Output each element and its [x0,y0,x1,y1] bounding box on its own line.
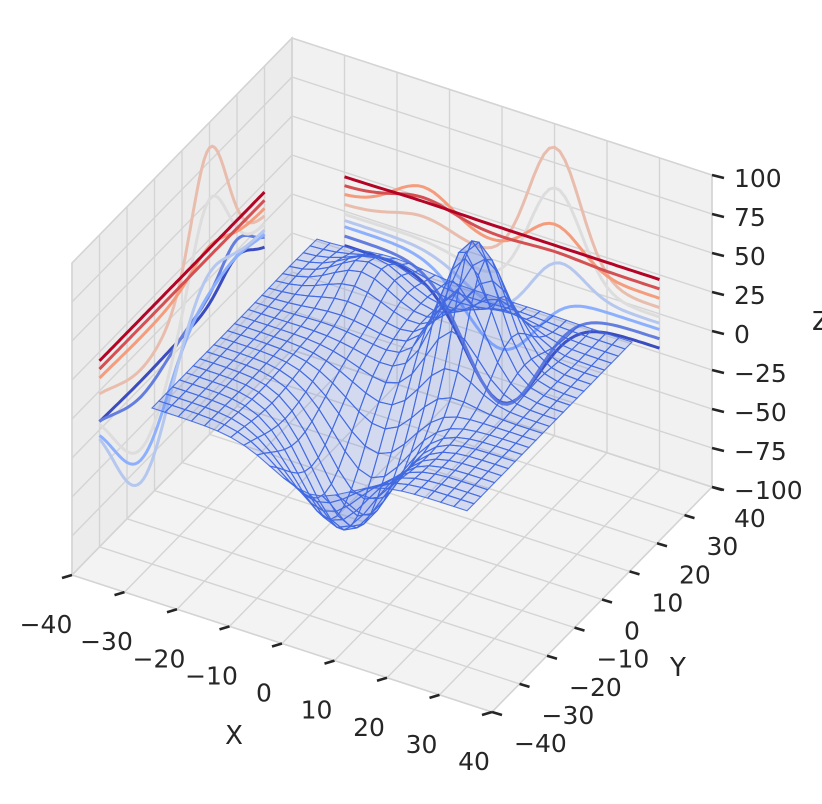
z-tick-label: 0 [734,320,750,349]
back-wall-zline [291,37,713,176]
floor-gridline-y [209,433,630,573]
x-tick-label: 30 [406,730,438,759]
x-wall-contours [98,144,266,488]
y-tick [711,485,723,492]
z-tick [711,290,725,297]
x-tick-label: 20 [353,713,385,742]
y-tick [546,654,558,660]
back-wall-zline [291,193,713,332]
z-tick-label: −25 [734,359,787,388]
x-tick [271,642,283,648]
floor-gridline-x [438,469,661,696]
x-tick [376,676,388,682]
z-tick-label: 25 [734,281,766,310]
x-wall-contour-line [98,144,266,396]
z-tick [711,329,725,336]
y-tick [601,598,613,604]
left-wall-zline [71,310,293,537]
z-tick-label: −100 [734,476,803,505]
y-tick-label: −10 [597,645,650,674]
left-wall-zline [71,115,293,342]
left-wall-zline [71,349,293,576]
y-tick [491,710,503,717]
z-tick-label: −75 [734,437,787,466]
y-tick-label: 40 [734,504,766,533]
x-axis-title: X [225,721,243,751]
y-tick [629,570,640,576]
x-tick [481,710,493,717]
floor-gridline-x [386,452,608,679]
y-tick-label: 20 [679,560,711,589]
x-wall-contour-line [98,199,266,371]
x-tick-label: −30 [80,627,133,656]
z-tick-label: 50 [734,242,766,271]
surface-wireframe [150,238,634,531]
y-tick-label: 30 [707,532,739,561]
y-tick-label: −30 [542,701,595,730]
y-wall-contour-line [344,175,660,282]
x-tick [324,659,335,665]
x-wall-contour-line [98,228,266,488]
z-tick-label: −50 [734,398,787,427]
floor-gridline-y [181,461,603,601]
z-axis-title: Z [812,307,822,337]
back-wall-zline [291,349,713,488]
x-tick-label: −40 [20,610,73,639]
y-tick [574,626,585,632]
x-wall-contour-line [98,191,266,362]
left-wall-zline [71,76,293,303]
x-wall-contour-line [98,207,266,380]
y-tick [519,682,530,689]
z-tick [711,407,725,414]
back-wall-zline [291,310,713,449]
y-tick [684,513,695,520]
z-tick [711,251,725,258]
floor-gridline-x [333,435,556,662]
x-tick [114,590,125,597]
y-tick-label: 0 [624,617,640,646]
x-tick-label: 0 [256,679,272,708]
y-wall-contour-line [344,225,660,352]
x-tick-label: 10 [301,696,333,725]
y-wall-contour-line [344,219,660,325]
y-wall-contours [344,145,660,406]
left-wall-zline [71,37,293,264]
y-tick [656,542,668,548]
tick-marks [61,173,725,717]
x-tick-label: 40 [458,747,490,776]
y-tick-label: −40 [514,729,567,758]
x-tick-label: −10 [185,661,238,690]
y-tick-label: −20 [569,673,622,702]
x-tick [61,573,73,580]
x-tick [429,693,440,700]
z-tick [711,212,725,219]
x-tick [219,625,230,631]
z-tick [711,368,725,375]
back-wall-zline [291,76,713,215]
tick-labels: −40 −40 −100 −30 −30 −75 −20 −20 −50 −10 −10 −25 0 0 0… [20,164,803,776]
left-wall-zline [71,271,293,498]
back-wall-zline [291,154,713,293]
back-wall-zline [291,115,713,254]
floor-gridline-y [264,377,685,516]
z-tick [711,446,725,453]
y-tick-label: 10 [652,588,684,617]
surface-cell [309,238,332,251]
y-wall-contour-line [344,234,660,406]
y-axis-title: Y [669,653,686,683]
x-tick-label: −20 [133,644,186,673]
z-tick [711,173,725,180]
x-wall-contour-line [98,233,265,423]
x-tick [166,608,178,614]
y-wall-contour-line [344,186,660,319]
y-wall-contour-line [344,184,660,300]
z-tick-label: 75 [734,203,766,232]
z-tick-label: 100 [734,164,782,193]
